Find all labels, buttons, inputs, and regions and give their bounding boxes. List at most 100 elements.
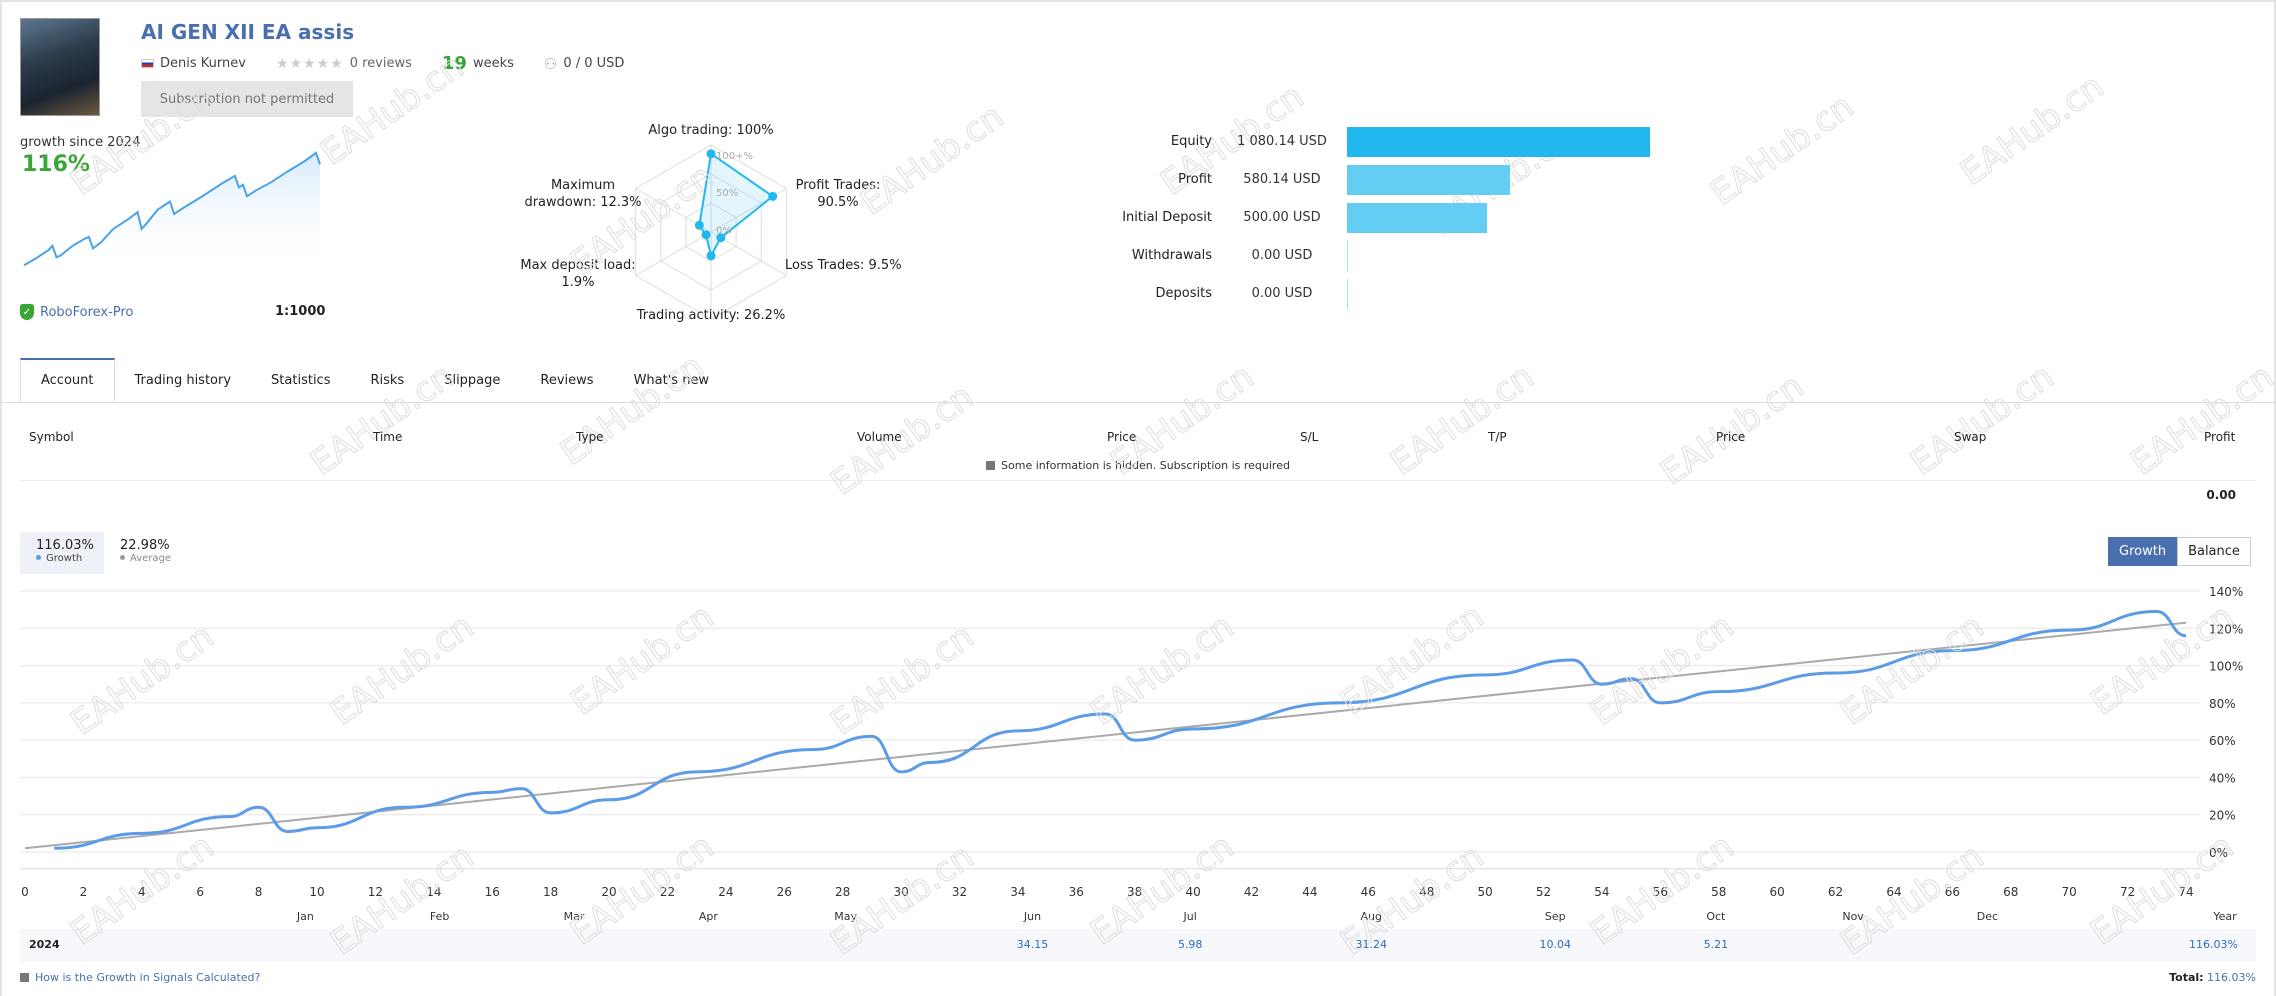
y-tick-label: 120% bbox=[2209, 622, 2243, 636]
broker-link[interactable]: ✓ RoboForex-Pro bbox=[20, 304, 133, 320]
x-tick-label: 10 bbox=[309, 885, 324, 899]
x-tick-label: 28 bbox=[835, 885, 850, 899]
month-label: Dec bbox=[1977, 910, 1998, 923]
column-header: Type bbox=[576, 430, 604, 444]
radar-point bbox=[716, 233, 726, 243]
month-growth-value: 34.15 bbox=[1016, 938, 1049, 951]
x-tick-label: 66 bbox=[1945, 885, 1960, 899]
tab-bar: Account Trading history Statistics Risks Sli… bbox=[20, 358, 729, 402]
balance-bar bbox=[1347, 241, 1348, 271]
balance-value: 500.00 USD bbox=[1243, 210, 1321, 225]
growth-dot-icon bbox=[36, 555, 41, 560]
x-tick-label: 42 bbox=[1244, 885, 1259, 899]
balance-button[interactable]: Balance bbox=[2177, 537, 2251, 566]
x-tick-label: 70 bbox=[2062, 885, 2077, 899]
subscription-button[interactable]: Subscription not permitted bbox=[141, 81, 353, 117]
balance-label: Profit bbox=[1178, 172, 1212, 187]
radar-point bbox=[706, 251, 716, 261]
legend-growth-value: 116.03% bbox=[36, 538, 94, 553]
tab-account[interactable]: Account bbox=[20, 358, 115, 402]
tab-slippage[interactable]: Slippage bbox=[444, 372, 501, 388]
x-tick-label: 26 bbox=[777, 885, 792, 899]
radar-scale-label: 50% bbox=[716, 188, 738, 199]
mini-chart-line bbox=[23, 151, 321, 267]
year-label: Year bbox=[2212, 910, 2237, 923]
growth-value: 116% bbox=[22, 152, 90, 177]
growth-label: growth since 2024 bbox=[20, 135, 141, 150]
legend-average[interactable]: 22.98% Average bbox=[120, 538, 171, 564]
month-growth-value: 31.24 bbox=[1355, 938, 1387, 951]
footer-total-label: Total: bbox=[2169, 971, 2204, 984]
mini-growth-chart bbox=[20, 151, 321, 275]
month-label: Aug bbox=[1361, 910, 1382, 923]
month-label: Jun bbox=[1023, 910, 1041, 923]
y-tick-label: 140% bbox=[2209, 585, 2243, 599]
balance-label: Equity bbox=[1170, 134, 1212, 149]
leverage-value: 1:1000 bbox=[275, 304, 326, 319]
x-tick-label: 40 bbox=[1185, 885, 1200, 899]
growth-calc-link-text[interactable]: How is the Growth in Signals Calculated? bbox=[35, 971, 261, 984]
average-line bbox=[24, 621, 2187, 850]
x-tick-label: 12 bbox=[368, 885, 383, 899]
broker-name[interactable]: RoboForex-Pro bbox=[40, 304, 134, 320]
radar-axis bbox=[635, 231, 712, 276]
russia-flag-icon bbox=[141, 59, 154, 68]
year-total-value: 116.03% bbox=[2189, 938, 2238, 951]
growth-calc-link[interactable]: How is the Growth in Signals Calculated? bbox=[20, 971, 260, 984]
balance-value: 0.00 USD bbox=[1251, 286, 1313, 301]
tab-what-s-new[interactable]: What's new bbox=[633, 372, 710, 388]
month-label: Sep bbox=[1545, 910, 1566, 923]
month-label: Apr bbox=[699, 910, 719, 923]
radar-chart: 100+% 50% 0% bbox=[635, 144, 787, 320]
column-header: Time bbox=[373, 430, 403, 444]
radar-label-load-value: 1.9% bbox=[561, 275, 595, 290]
verified-shield-icon: ✓ bbox=[20, 304, 34, 320]
x-tick-label: 68 bbox=[2003, 885, 2018, 899]
signal-title[interactable]: AI GEN XII EA assis bbox=[141, 20, 355, 44]
author-avatar[interactable] bbox=[20, 18, 100, 116]
month-label: Jan bbox=[296, 910, 314, 923]
x-tick-label: 44 bbox=[1302, 885, 1317, 899]
reviews-count[interactable]: 0 reviews bbox=[349, 56, 412, 71]
radar-point bbox=[768, 191, 778, 201]
balance-label: Withdrawals bbox=[1131, 248, 1212, 263]
growth-button[interactable]: Growth bbox=[2108, 537, 2178, 566]
legend-average-value: 22.98% bbox=[120, 538, 170, 553]
radar-label-drawdown-value: drawdown: 12.3% bbox=[524, 195, 642, 210]
tab-trading-history[interactable]: Trading history bbox=[134, 372, 232, 388]
radar-label-drawdown-title: Maximum bbox=[550, 178, 616, 193]
x-tick-label: 14 bbox=[426, 885, 441, 899]
legend-growth[interactable]: 116.03% Growth bbox=[20, 532, 104, 574]
year-row bbox=[20, 929, 2256, 962]
x-tick-label: 48 bbox=[1419, 885, 1434, 899]
y-tick-label: 80% bbox=[2209, 697, 2236, 711]
month-label: Jul bbox=[1183, 910, 1197, 923]
balance-bar bbox=[1347, 203, 1488, 233]
signal-meta: Denis Kurnev ★★★★★ 0 reviews 19 weeks ⚇ … bbox=[141, 53, 624, 74]
x-tick-label: 36 bbox=[1069, 885, 1084, 899]
author-name[interactable]: Denis Kurnev bbox=[160, 56, 246, 71]
x-tick-label: 20 bbox=[601, 885, 616, 899]
balance-label: Deposits bbox=[1155, 286, 1212, 301]
tab-reviews[interactable]: Reviews bbox=[540, 372, 594, 388]
y-tick-label: 20% bbox=[2209, 809, 2236, 823]
y-tick-label: 40% bbox=[2209, 771, 2236, 785]
tab-risks[interactable]: Risks bbox=[370, 372, 405, 388]
radar-scale-label: 0% bbox=[716, 225, 732, 236]
radar-label-profit-value: 90.5% bbox=[817, 195, 859, 210]
footer-total: Total: 116.03% bbox=[2169, 971, 2256, 984]
hidden-info-text: Some information is hidden. Subscription… bbox=[1001, 459, 1290, 472]
x-tick-label: 4 bbox=[138, 885, 146, 899]
x-tick-label: 72 bbox=[2120, 885, 2135, 899]
mini-chart-area bbox=[20, 152, 320, 275]
radar-point bbox=[701, 230, 711, 240]
tab-statistics[interactable]: Statistics bbox=[271, 372, 331, 388]
x-tick-label: 30 bbox=[893, 885, 908, 899]
month-growth-value: 5.21 bbox=[1703, 938, 1729, 951]
x-tick-label: 2 bbox=[80, 885, 88, 899]
month-label: Feb bbox=[430, 910, 449, 923]
radar-label-drawdown: Maximum drawdown: 12.3% bbox=[518, 177, 648, 211]
legend-growth-label: Growth bbox=[46, 553, 83, 564]
rating-stars-icon: ★★★★★ bbox=[275, 55, 344, 72]
